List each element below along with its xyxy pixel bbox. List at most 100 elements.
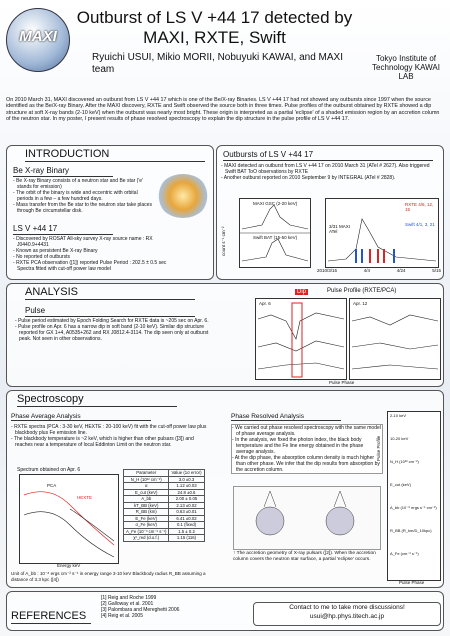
lightcurve	[327, 218, 437, 263]
reference-list: [1] Reig and Roche 1999 [2] Galloway et a…	[101, 595, 231, 619]
references-box: REFERENCES [1] Reig and Roche 1999 [2] Ga…	[6, 591, 444, 631]
table-row: E_Fe (keV) 6.41 ±0.02	[122, 514, 205, 522]
list: Pulse period estimated by Epoch Folding …	[15, 318, 215, 342]
list-item: MAXI detected an outburst from LS V +44 …	[221, 163, 439, 175]
spectrum-plot	[19, 474, 119, 564]
list-item: In the analysis, we fixed the photon ind…	[232, 437, 382, 455]
curve	[241, 204, 309, 230]
list: Discovered by ROSAT All-sky survey X-ray…	[13, 236, 173, 272]
list-item: 10-20 keV	[390, 436, 409, 441]
list-item: We carried out phase resolved spectrosco…	[232, 425, 382, 437]
contact-box: Contact to me to take more discussions! …	[253, 602, 441, 626]
list-item: R_BB (R_km/D_10kpc)	[390, 528, 432, 533]
table-row: A_Fe (10⁻³ cm⁻² s⁻¹) 1.5 ± 0.2	[122, 527, 205, 535]
note: Unit of A_bb : 10⁻⁸ ergs cm⁻² s⁻¹ in ene…	[11, 571, 206, 582]
annotation: RXTE 4/6, 12, 15	[405, 202, 434, 212]
arrows	[355, 249, 395, 263]
cell: 0.63 ±0.01	[168, 508, 205, 516]
heading: Be X-ray Binary	[13, 166, 113, 177]
logo-text: MAXI	[19, 28, 57, 45]
geometry-diagram	[233, 486, 381, 550]
affiliation: Tokyo Institute of Technology KAWAI LAB	[372, 54, 440, 81]
cell: A_Fe (10⁻³ cm⁻² s⁻¹)	[122, 527, 170, 535]
cell: 0.1 (fixed)	[168, 521, 205, 529]
heading: ANALYSIS	[25, 286, 195, 300]
list-item: The blackbody temperature is ~2 keV, whi…	[11, 436, 211, 448]
annotation: 3/31 MAXI ATel	[329, 224, 351, 234]
cell: 1.5 ± 0.2	[168, 527, 205, 535]
list-item: Known as persistent Be X-ray Binary	[13, 248, 173, 254]
x-tick-label: 4/4	[363, 268, 371, 273]
table-wrap: Parameter Value (1σ error) N_H (10²² cm⁻²)…	[122, 469, 211, 542]
heading: Phase Average Analysis	[11, 413, 151, 421]
heading: REFERENCES	[11, 610, 91, 624]
list: RXTE spectra (PCA : 3-30 keV, HEXTE : 20…	[11, 424, 211, 448]
lightcurve-plot	[239, 198, 311, 268]
outbursts-box: Outbursts of LS V +44 17 MAXI detected a…	[216, 145, 444, 280]
x-label: Pulse Phase	[399, 580, 425, 585]
profile-plot	[349, 298, 441, 380]
x-label: Pulse Phase	[329, 380, 355, 385]
email: usui@hp.phys.titech.ac.jp	[309, 613, 385, 620]
contact: Contact to me to take more discussions!	[289, 604, 405, 611]
heading: Pulse	[25, 306, 195, 317]
reference: [2] Galloway et al. 2001	[101, 601, 154, 607]
list-item: No reported of outbursts	[13, 254, 173, 260]
list-item: A_bb (10⁻⁸ ergs s⁻¹ cm⁻²)	[390, 505, 437, 510]
cell: E_Fe (keV)	[122, 514, 170, 522]
panel-labels: 2-10 keV 10-20 keV N_H (10²² cm⁻²) E_cut (k…	[390, 413, 438, 574]
annotation: Swift 4/1, 3, 21	[405, 222, 435, 227]
illustration	[157, 174, 209, 218]
x-label: Energy keV	[57, 563, 81, 568]
dip-label: Dip	[295, 289, 309, 295]
profile	[351, 314, 439, 370]
list-item: E_cut (keV)	[390, 482, 411, 487]
list-item: At the dip phase, the absorption column …	[232, 455, 382, 473]
reference: [4] Reig et al. 2005	[101, 613, 143, 619]
reference: [1] Reig and Roche 1999	[101, 595, 157, 601]
list-item: Another outburst reported on 2010 Septem…	[221, 175, 439, 181]
logo	[6, 8, 70, 72]
authors: Ryuichi USUI, Mikio MORII, Nobuyuki KAWA…	[92, 52, 343, 75]
list-item: Pulse period estimated by Epoch Folding …	[15, 318, 215, 324]
plot-label: MAXI GSC (2-20 keV)	[253, 201, 298, 206]
cell: 6.41 ±0.02	[168, 514, 205, 522]
lightcurve-plot	[325, 198, 439, 268]
profile	[257, 302, 345, 378]
cell: 1.15 (116)	[168, 534, 205, 542]
parameter-table: Parameter Value (1σ error) N_H (10²² cm⁻²)…	[122, 469, 205, 542]
x-tick-label: 5/15	[432, 268, 441, 273]
list: We carried out phase resolved spectrosco…	[231, 424, 383, 474]
panel-label: Apr. 6	[259, 301, 271, 306]
profile-plot	[255, 298, 347, 380]
header-cell: Value (1σ error)	[168, 469, 205, 477]
x-tick-label: 2010/3/15	[317, 268, 338, 273]
spectrum	[23, 491, 115, 558]
diagram	[255, 490, 355, 536]
table-row: R_BB (km) 0.63 ±0.01	[122, 508, 205, 516]
cell: σ_Fe (keV)	[122, 521, 170, 529]
list-item: 2-10 keV	[390, 413, 407, 418]
list-item: RXTE PCA observation ([1]) reported Puls…	[13, 260, 173, 272]
abstract: On 2010 March 31, MAXI discovered an out…	[6, 97, 440, 122]
cell: χ²_red (d.o.f.)	[122, 534, 170, 542]
list-item: Mass transfer from the Be star to the ne…	[13, 202, 153, 214]
list-item: Pulse profile on Apr. 6 has a narrow dip…	[15, 324, 215, 342]
analysis-box: ANALYSIS Pulse Pulse period estimated by…	[6, 283, 444, 387]
title: Outburst of LS V +44 17 detected by MAXI…	[76, 8, 353, 47]
list-item: RXTE spectra (PCA : 3-30 keV, HEXTE : 20…	[11, 424, 211, 436]
panel-label: Apr. 12	[353, 301, 368, 306]
phase-resolved-plot	[387, 411, 441, 581]
list: Be X-ray Binary consists of a neutron st…	[13, 178, 153, 214]
heading: LS V +44 17	[13, 224, 113, 235]
list-item: A_Fe (cm⁻² s⁻¹)	[390, 551, 419, 556]
legend: PCA	[47, 483, 57, 488]
list-item: The orbit of the binary is wide and ecce…	[13, 190, 153, 202]
list: MAXI detected an outburst from LS V +44 …	[221, 163, 439, 181]
table-row: σ_Fe (keV) 0.1 (fixed)	[122, 521, 205, 529]
legend: HEXTE	[77, 495, 93, 500]
plot-title: Pulse Profile (RXTE/PCA)	[327, 288, 397, 294]
curve	[241, 238, 309, 262]
list-item: N_H (10²² cm⁻²)	[390, 459, 419, 464]
heading: Spectroscopy	[17, 393, 177, 407]
